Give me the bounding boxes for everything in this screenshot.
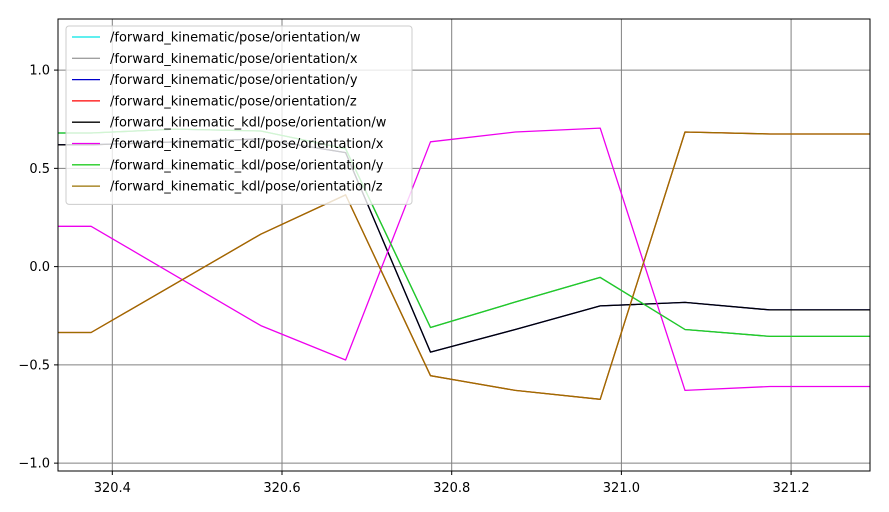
series-line-6 <box>58 127 870 392</box>
grid <box>58 19 870 471</box>
legend-label: /forward_kinematic/pose/orientation/x <box>110 52 358 67</box>
y-tick-label: −1.0 <box>18 457 50 472</box>
legend-label: /forward_kinematic/pose/orientation/y <box>110 73 358 88</box>
x-tick-label: 320.6 <box>263 481 300 496</box>
legend-label: /forward_kinematic/pose/orientation/z <box>110 94 357 109</box>
y-tick-label: 0.0 <box>29 260 50 275</box>
legend-label: /forward_kinematic_kdl/pose/orientation/… <box>110 137 384 152</box>
x-tick-label: 321.0 <box>603 481 640 496</box>
legend: /forward_kinematic/pose/orientation/w/fo… <box>65 25 413 205</box>
y-tick-label: 0.5 <box>29 162 50 177</box>
plot-frame <box>57 18 871 472</box>
legend-box <box>65 25 413 205</box>
x-tick-label: 320.4 <box>94 481 131 496</box>
legend-label: /forward_kinematic_kdl/pose/orientation/… <box>110 158 384 173</box>
series-line-8 <box>58 131 870 400</box>
legend-label: /forward_kinematic_kdl/pose/orientation/… <box>110 180 383 195</box>
x-tick-label: 321.2 <box>772 481 809 496</box>
legend-label: /forward_kinematic_kdl/pose/orientation/… <box>110 116 387 131</box>
axis-ticks: 320.4 320.6 320.8 321.0 321.2 1.0 0.5 0.0 −0.5 −1… <box>18 64 809 496</box>
y-tick-label: −0.5 <box>18 358 50 373</box>
y-tick-label: 1.0 <box>29 64 50 79</box>
legend-label: /forward_kinematic/pose/orientation/w <box>110 31 361 46</box>
x-tick-label: 320.8 <box>433 481 470 496</box>
